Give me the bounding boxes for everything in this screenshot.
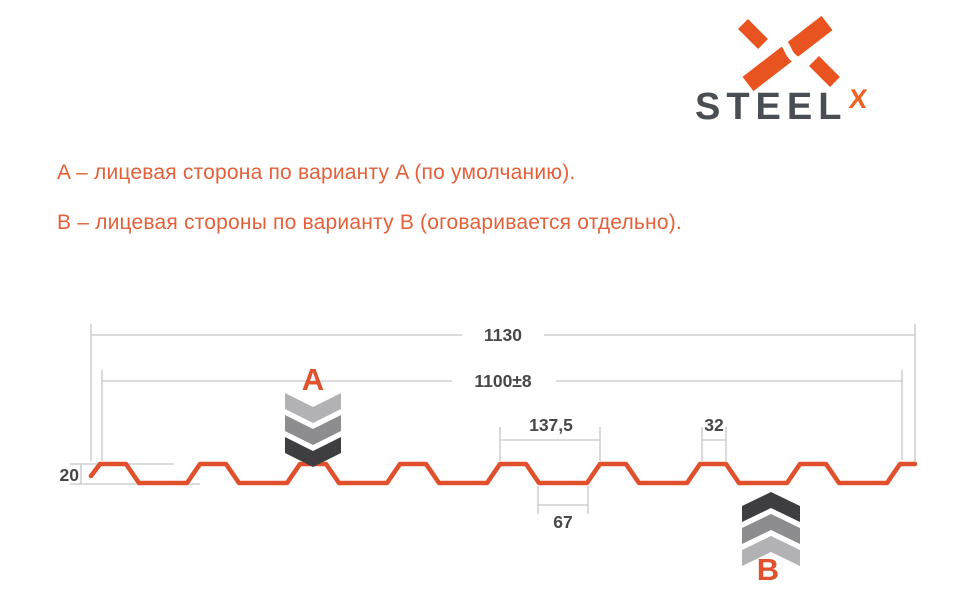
logo-wordmark-row: STEELX — [695, 84, 935, 129]
logo-x-topleft-arm — [738, 19, 768, 49]
note-variant-b: B – лицевая стороны по варианту B (огова… — [57, 211, 682, 234]
sheet-profile-line — [88, 461, 918, 486]
chevron-down-icon — [285, 393, 341, 423]
variant-b-label: B — [757, 552, 779, 587]
chevron-down-icon — [285, 415, 341, 445]
chevron-up-icon — [742, 536, 800, 566]
note-variant-a: A – лицевая сторона по варианту A (по ум… — [57, 161, 576, 184]
dimension-labels: 1130 1100±8 137,5 32 67 20 — [60, 325, 724, 532]
dim-label-rib-pitch: 137,5 — [529, 415, 573, 435]
dim-label-valley-width: 67 — [553, 512, 572, 532]
dim-label-profile-height: 20 — [60, 465, 80, 485]
dim-label-total-width: 1130 — [484, 325, 522, 345]
variant-b-marker: B — [742, 492, 800, 587]
logo-x-mark-icon — [738, 15, 840, 92]
variant-a-marker: A — [285, 362, 341, 467]
dim-label-rib-top-width: 32 — [704, 415, 724, 435]
chevron-down-icon — [285, 437, 341, 467]
logo-x-gap — [766, 32, 811, 67]
variant-a-label: A — [302, 362, 324, 397]
logo: STEELX — [660, 0, 970, 160]
logo-x-bottomright-arm — [809, 56, 840, 87]
chevron-up-icon — [742, 514, 800, 544]
chevron-up-icon — [742, 492, 800, 522]
dim-label-working-width: 1100±8 — [474, 371, 532, 391]
logo-wordmark: STEEL — [695, 86, 848, 128]
dimension-lines — [70, 324, 916, 514]
